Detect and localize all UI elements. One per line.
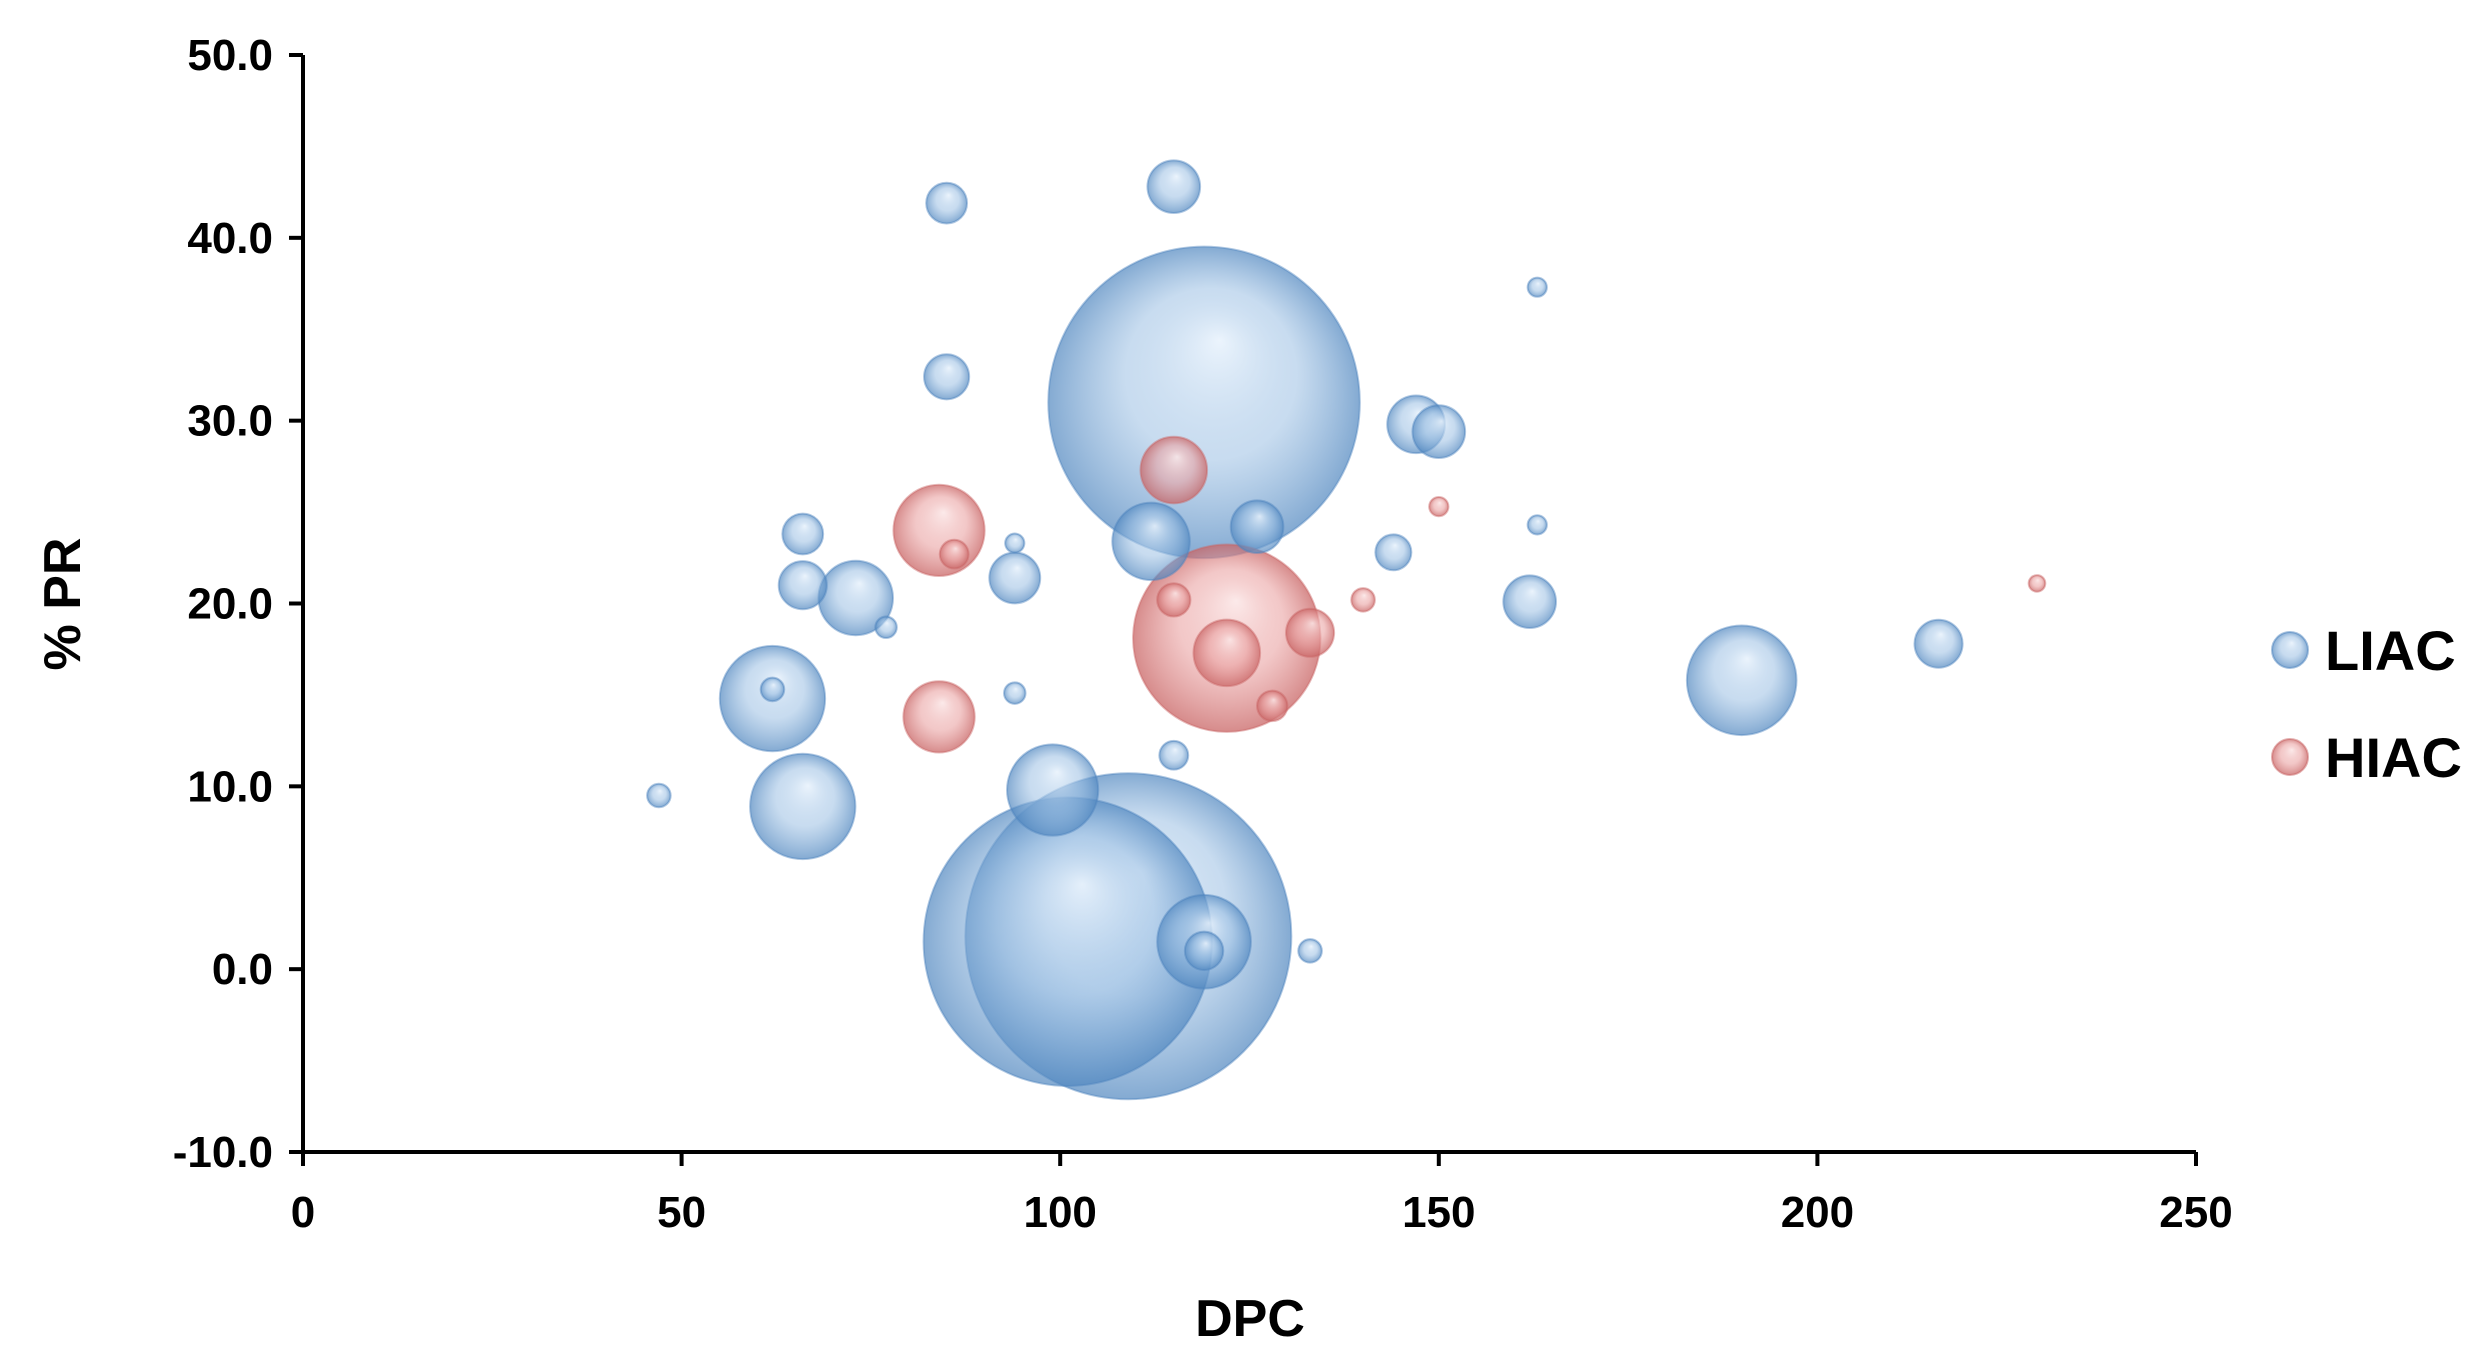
legend-item-liac: LIAC	[2271, 619, 2456, 682]
bubble-liac	[1411, 404, 1467, 459]
bubble-liac	[1374, 533, 1413, 572]
bubble-hiac	[1428, 495, 1450, 518]
y-tick-label: 20.0	[187, 580, 273, 629]
x-tick-label: 0	[291, 1188, 315, 1237]
x-axis-title: DPC	[1195, 1290, 1305, 1348]
axis-ticks: 0 50 100 150 200 250 -10.0 0.0 10.0 20.0 30.0 40.0 5…	[173, 31, 2233, 1237]
bubble-liac	[1146, 159, 1202, 214]
bubble-liac	[781, 512, 825, 556]
bubble-liac	[777, 560, 828, 611]
legend: LIAC HIAC	[2271, 619, 2462, 789]
bubble-liac	[1913, 618, 1964, 669]
y-tick-label: 50.0	[187, 31, 273, 80]
bubble-liac	[874, 615, 898, 640]
bubble-liac	[988, 551, 1042, 605]
plot-area	[646, 159, 2047, 1101]
bubble-hiac	[1156, 582, 1192, 618]
legend-item-hiac: HIAC	[2271, 726, 2462, 789]
bubble-liac	[1526, 276, 1548, 298]
y-tick-label: -10.0	[173, 1128, 273, 1177]
bubble-hiac	[1192, 618, 1262, 688]
bubble-liac	[1297, 938, 1323, 964]
bubble-liac	[1004, 532, 1026, 554]
bubble-liac	[1006, 743, 1100, 837]
x-tick-label: 200	[1781, 1188, 1854, 1237]
legend-marker-liac	[2271, 631, 2309, 669]
x-tick-label: 250	[2159, 1188, 2232, 1237]
bubble-hiac	[902, 680, 976, 754]
y-tick-label: 30.0	[187, 397, 273, 446]
bubble-hiac	[938, 538, 970, 570]
bubble-liac	[1158, 739, 1190, 771]
bubble-hiac	[2027, 574, 2047, 593]
x-tick-label: 100	[1023, 1188, 1096, 1237]
bubble-liac	[925, 181, 969, 225]
bubble-liac	[1229, 499, 1285, 555]
bubble-hiac	[892, 483, 986, 577]
legend-marker-hiac	[2271, 738, 2309, 776]
legend-label-hiac: HIAC	[2325, 726, 2462, 789]
y-tick-label: 40.0	[187, 214, 273, 263]
bubble-liac	[646, 782, 672, 809]
bubble-liac	[1003, 681, 1027, 705]
bubble-liac	[759, 676, 786, 703]
bubble-hiac	[1256, 689, 1289, 723]
y-tick-label: 0.0	[212, 945, 273, 994]
x-tick-label: 150	[1402, 1188, 1475, 1237]
x-tick-label: 50	[657, 1188, 706, 1237]
bubble-hiac	[1285, 607, 1336, 658]
legend-label-liac: LIAC	[2325, 619, 2456, 682]
bubble-liac	[1685, 624, 1798, 737]
bubble-liac	[749, 752, 857, 861]
bubble-liac	[923, 353, 971, 401]
bubble-hiac	[1350, 587, 1376, 613]
bubble-liac	[1111, 501, 1191, 582]
bubble-liac	[1526, 514, 1548, 536]
y-axis-title: % PR	[34, 538, 92, 671]
bubble-liac	[1502, 574, 1557, 629]
bubble-liac	[1183, 930, 1225, 972]
bubble-liac	[1047, 245, 1361, 560]
bubble-hiac	[1139, 435, 1209, 505]
y-tick-label: 10.0	[187, 762, 273, 811]
